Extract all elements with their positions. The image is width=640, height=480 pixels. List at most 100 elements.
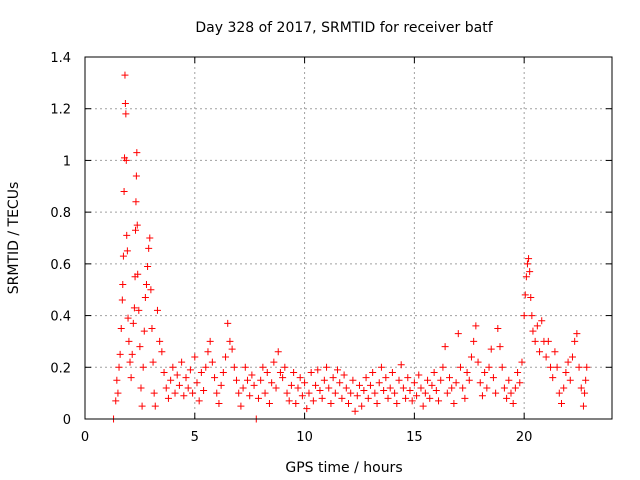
y-tick-label: 0.8: [50, 206, 71, 221]
data-point: [529, 327, 537, 335]
data-point: [577, 384, 585, 392]
data-point: [478, 392, 486, 400]
data-point: [413, 392, 421, 400]
data-point: [542, 353, 550, 361]
data-point: [527, 293, 535, 301]
chart-title: Day 328 of 2017, SRMTID for receiver bat…: [195, 20, 493, 36]
data-point: [241, 363, 249, 371]
data-point: [463, 368, 471, 376]
data-point: [419, 402, 427, 410]
data-point: [536, 348, 544, 356]
data-point: [178, 358, 186, 366]
data-point: [461, 394, 469, 402]
data-point: [446, 374, 454, 382]
data-point: [208, 358, 216, 366]
data-point: [338, 394, 346, 402]
data-point: [485, 363, 493, 371]
data-point: [465, 376, 473, 384]
data-point: [215, 399, 223, 407]
data-point: [132, 198, 140, 206]
data-point: [426, 394, 434, 402]
data-point: [167, 376, 175, 384]
data-point: [410, 379, 418, 387]
data-point: [133, 221, 141, 229]
data-point: [132, 172, 140, 180]
data-point: [129, 319, 137, 327]
data-point: [189, 389, 197, 397]
data-point: [235, 389, 243, 397]
data-point: [555, 389, 563, 397]
data-point: [206, 337, 214, 345]
data-point: [123, 247, 131, 255]
data-point: [186, 366, 194, 374]
data-point: [380, 387, 388, 395]
data-point: [562, 368, 570, 376]
data-point: [182, 374, 190, 382]
data-point: [145, 244, 153, 252]
data-point: [301, 379, 309, 387]
x-tick-label: 15: [406, 430, 423, 445]
data-point: [428, 381, 436, 389]
data-point: [272, 384, 280, 392]
y-tick-label: 1.2: [50, 103, 71, 118]
data-point: [325, 384, 333, 392]
data-point: [243, 376, 251, 384]
data-point: [132, 226, 140, 234]
data-point: [439, 363, 447, 371]
data-point: [566, 376, 574, 384]
data-point: [355, 381, 363, 389]
data-point: [274, 348, 282, 356]
data-point: [454, 330, 462, 338]
data-point: [122, 110, 130, 118]
data-point: [408, 397, 416, 405]
data-point: [287, 381, 295, 389]
data-point: [162, 384, 170, 392]
data-point: [459, 384, 467, 392]
data-point: [432, 387, 440, 395]
data-point: [474, 358, 482, 366]
data-point: [424, 376, 432, 384]
data-point: [283, 389, 291, 397]
data-point: [345, 399, 352, 407]
data-point: [307, 368, 315, 376]
data-point: [248, 371, 256, 379]
data-point: [144, 262, 152, 270]
data-point: [146, 234, 154, 242]
data-point: [371, 389, 379, 397]
data-point: [126, 358, 134, 366]
data-point: [134, 270, 142, 278]
data-point: [237, 402, 245, 410]
data-point: [377, 363, 385, 371]
data-point: [406, 387, 414, 395]
data-point: [481, 368, 489, 376]
data-point: [119, 281, 127, 289]
data-point: [564, 358, 572, 366]
data-point: [516, 379, 524, 387]
data-point: [575, 363, 583, 371]
data-point: [366, 381, 374, 389]
data-point: [226, 337, 234, 345]
data-point: [230, 363, 238, 371]
data-point: [124, 314, 132, 322]
data-point: [219, 368, 227, 376]
data-point: [265, 399, 273, 407]
data-point: [312, 381, 320, 389]
data-point: [526, 268, 534, 276]
data-point: [305, 389, 313, 397]
data-point: [136, 343, 144, 351]
data-point: [476, 379, 484, 387]
x-tick-label: 0: [81, 430, 89, 445]
data-point: [450, 399, 458, 407]
data-point: [169, 363, 177, 371]
data-point: [505, 376, 513, 384]
data-point: [404, 374, 412, 382]
data-point: [115, 363, 123, 371]
data-point: [347, 389, 355, 397]
data-point: [133, 149, 141, 157]
data-point: [547, 363, 555, 371]
data-point: [375, 379, 383, 387]
data-point: [246, 392, 254, 400]
data-point: [153, 306, 161, 314]
data-point: [233, 376, 241, 384]
data-point: [191, 353, 199, 361]
